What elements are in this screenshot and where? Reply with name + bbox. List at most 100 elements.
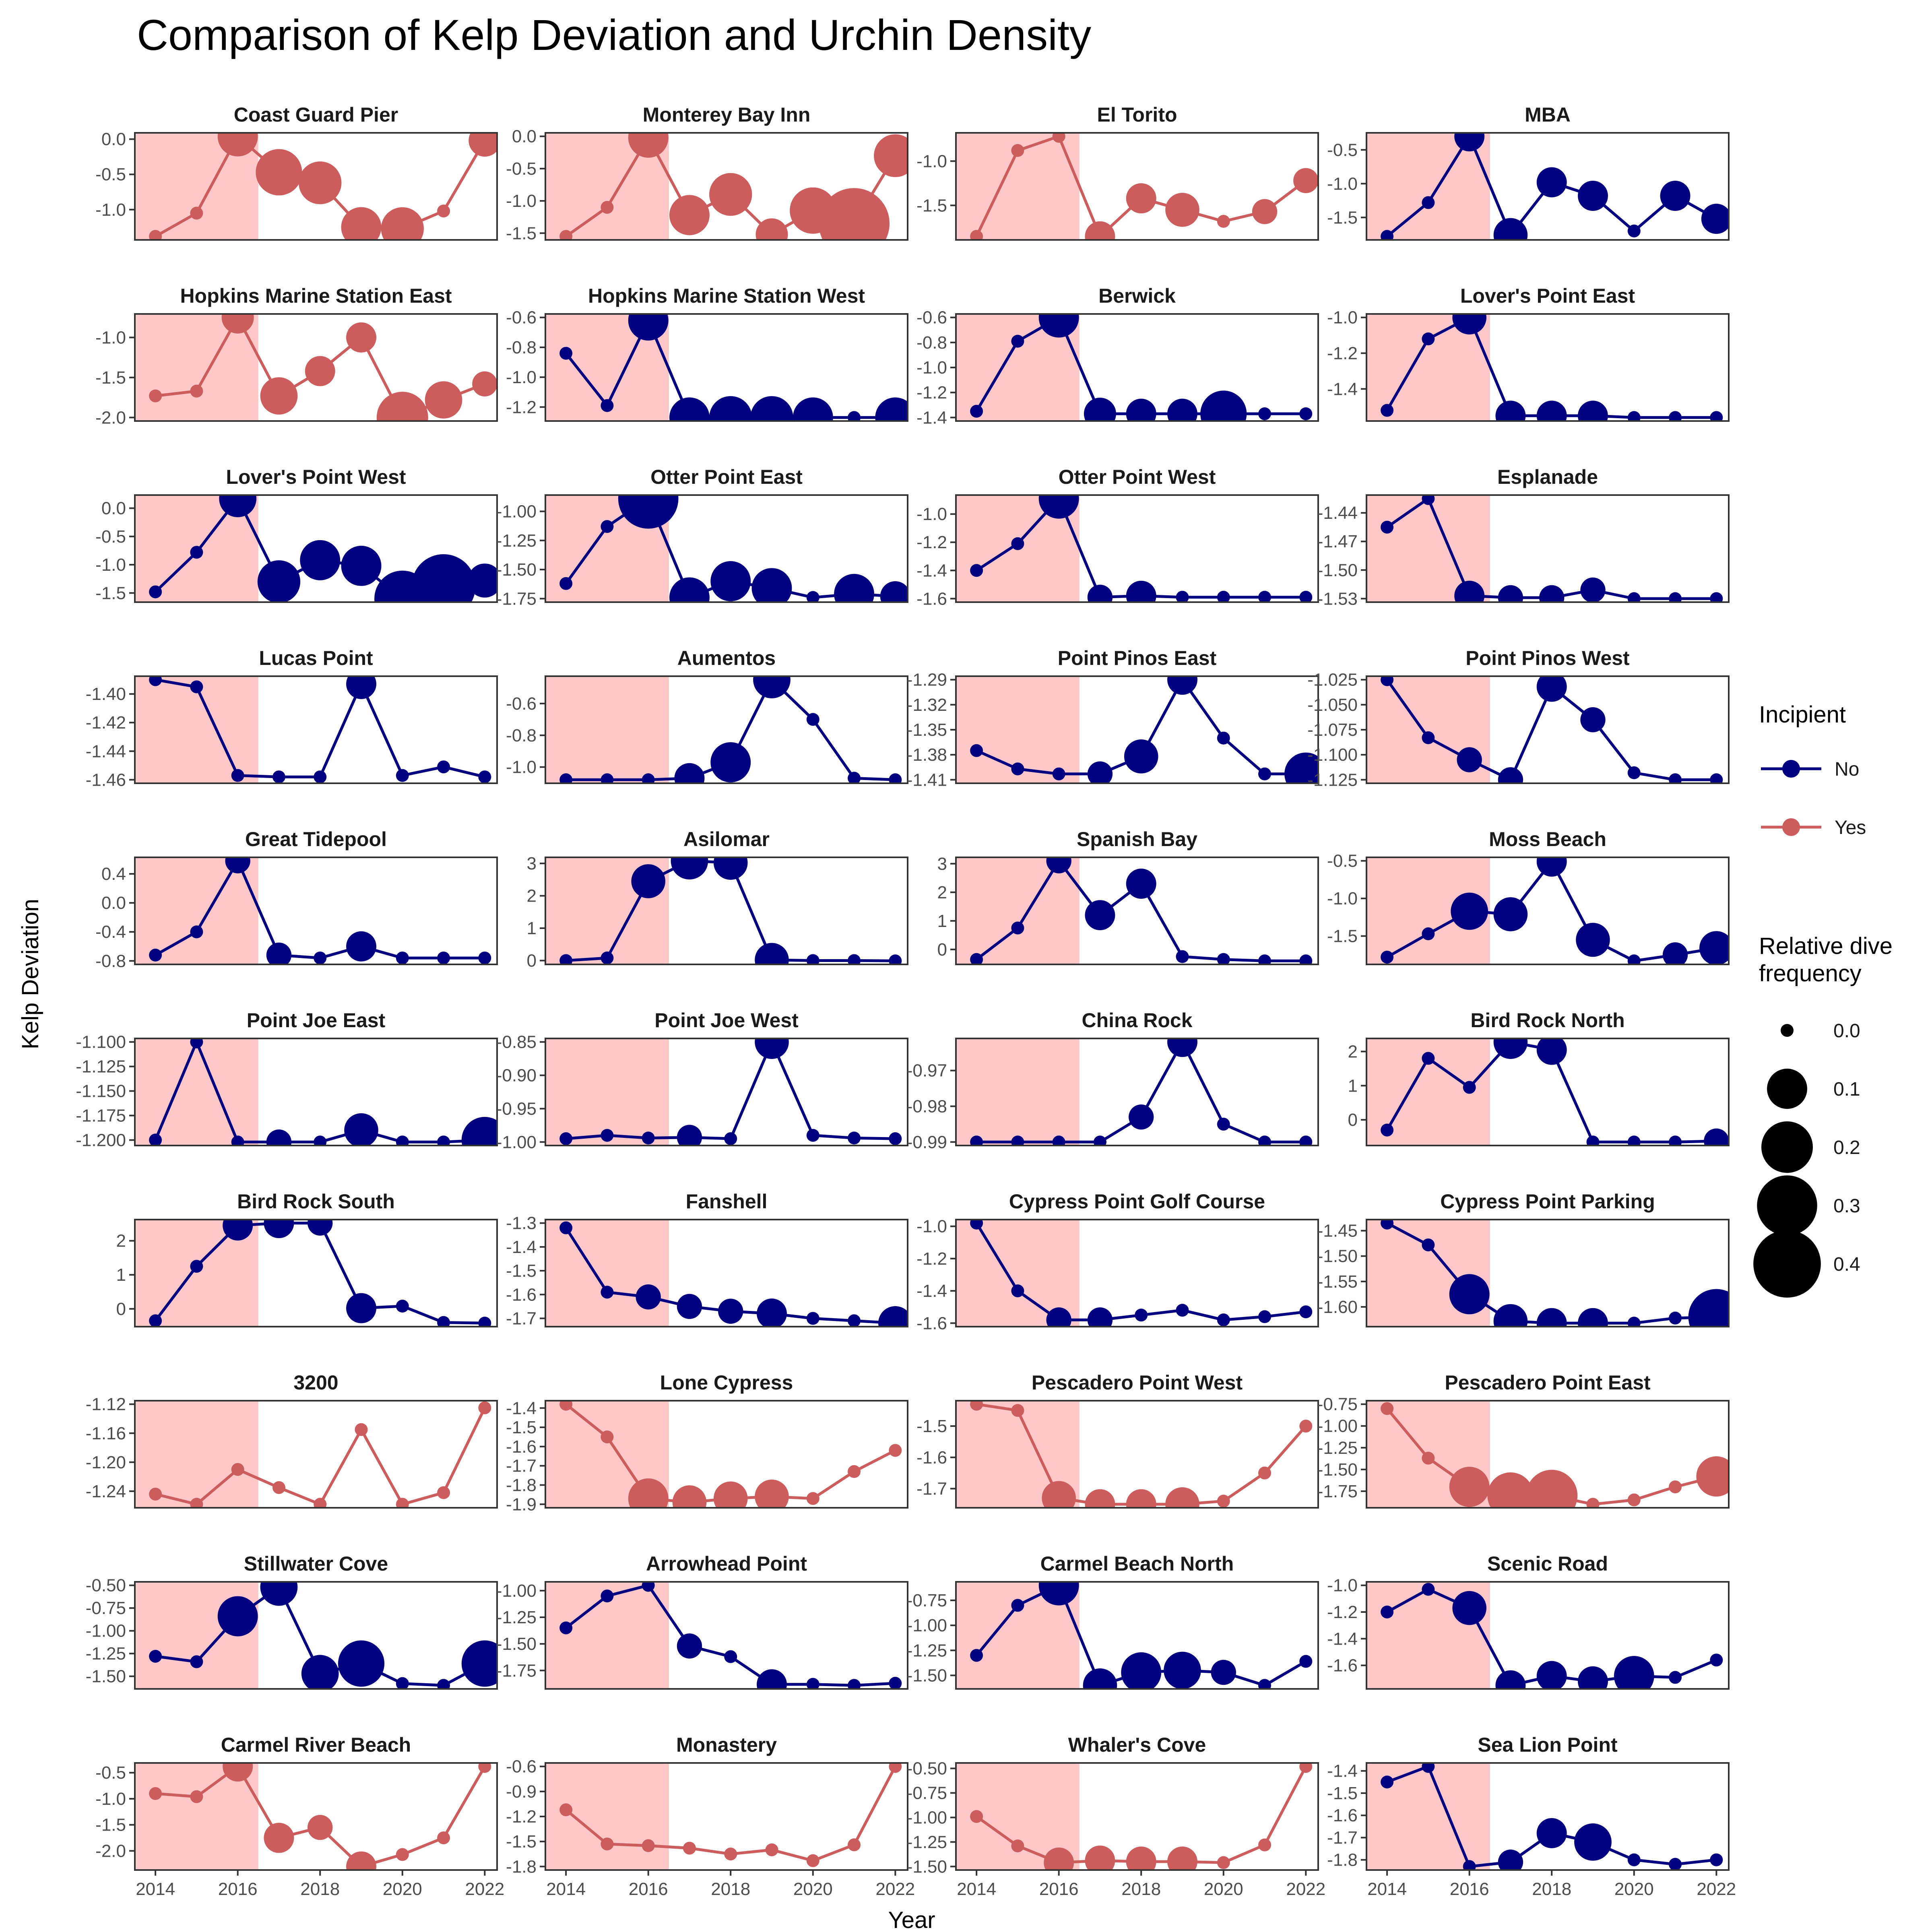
y-tick-label: -1.125: [1307, 770, 1358, 790]
panel-border: [1366, 1400, 1730, 1509]
x-tick-label: 2018: [300, 1879, 340, 1899]
data-point: [190, 1790, 203, 1803]
y-tick-label: -2.0: [95, 1841, 126, 1861]
panel-aumentos: Aumentos -0.6 -0.8 -1.0: [506, 647, 908, 784]
data-point: [1126, 869, 1156, 899]
shaded-period: [135, 1038, 258, 1146]
legend-size-point: [1767, 1069, 1807, 1109]
panel-title: Bird Rock South: [237, 1190, 395, 1213]
data-point: [1381, 520, 1394, 534]
panel-mba: MBA -0.5 -1.0 -1.5: [1327, 103, 1730, 241]
data-point: [1452, 314, 1486, 334]
data-point: [1038, 495, 1079, 519]
panel-title: Lone Cypress: [660, 1371, 793, 1394]
data-point: [217, 1596, 258, 1637]
y-tick-label: -1.4: [1327, 1629, 1358, 1649]
data-point: [755, 218, 788, 240]
panel-title: Carmel River Beach: [221, 1734, 411, 1756]
shaded-period: [545, 676, 669, 783]
y-tick-label: -1.100: [1307, 745, 1358, 765]
panel-border: [1366, 1219, 1730, 1327]
data-point: [346, 322, 376, 353]
y-tick-label: -1.50: [907, 1666, 947, 1685]
panel-title: Hopkins Marine Station East: [180, 285, 452, 307]
panel-pescadero-point-east: Pescadero Point East -0.75 -1.00-1.25-1.50…: [1317, 1371, 1730, 1509]
panel-scenic-road: Scenic Road -1.0 -1.2 -1.4 -1.6: [1327, 1552, 1730, 1690]
data-point: [806, 1312, 819, 1325]
data-point: [1217, 953, 1230, 964]
y-tick-label: 1: [116, 1265, 126, 1285]
y-tick-label: -1.50: [1317, 560, 1358, 580]
y-tick-label: -1.25: [496, 531, 537, 551]
y-tick-label: -1.4: [916, 561, 947, 580]
panel-lover-s-point-east: Lover's Point East -1.0 -1.2 -1.4: [1327, 285, 1730, 422]
data-point: [478, 1763, 491, 1773]
y-tick-label: -0.5: [1327, 851, 1358, 871]
y-tick-label: -0.8: [506, 338, 537, 357]
data-point: [1710, 592, 1723, 602]
y-tick-label: -1.0: [95, 328, 126, 347]
data-point: [1422, 1763, 1435, 1773]
y-tick-label: -1.8: [506, 1475, 537, 1495]
panel-esplanade: Esplanade -1.44 -1.47 -1.50 -1.53: [1317, 466, 1730, 609]
y-tick-label: -1.29: [907, 670, 947, 690]
y-tick-label: -1.2: [1327, 343, 1358, 363]
y-tick-label: 2: [527, 886, 537, 906]
y-tick-label: -1.53: [1317, 589, 1358, 609]
data-point: [1493, 897, 1528, 931]
legend-size-point: [1753, 1230, 1821, 1298]
panel-border: [545, 1581, 908, 1690]
data-point: [755, 1479, 789, 1508]
data-point: [346, 1851, 376, 1870]
y-tick-label: -1.75: [496, 1661, 537, 1680]
data-point: [266, 1129, 292, 1146]
data-point: [437, 1316, 450, 1327]
data-point: [713, 857, 748, 880]
y-tick-label: -1.44: [86, 741, 126, 761]
data-point: [190, 1498, 203, 1508]
y-tick-label: -0.8: [95, 951, 126, 971]
panel-title: Berwick: [1098, 285, 1176, 307]
panel-title: Fanshell: [686, 1190, 768, 1213]
data-point: [1422, 1451, 1435, 1465]
data-point: [669, 397, 710, 421]
data-point: [1052, 1135, 1065, 1146]
data-point: [1493, 1038, 1528, 1059]
panel-title: Lover's Point East: [1460, 285, 1635, 307]
panel-title: China Rock: [1082, 1009, 1192, 1032]
data-point: [1085, 900, 1115, 931]
x-tick-label: 2014: [546, 1879, 586, 1899]
data-point: [1495, 400, 1526, 421]
data-point: [889, 773, 902, 783]
data-point: [1299, 590, 1313, 602]
panel-carmel-beach-north: Carmel Beach North -0.75 -1.00 -1.25 -1.50: [907, 1552, 1319, 1690]
data-point: [437, 952, 450, 964]
y-tick-label: -1.25: [907, 1832, 947, 1852]
y-tick-label: 2: [937, 883, 947, 902]
y-tick-label: -1.7: [916, 1479, 947, 1499]
panel-title: Great Tidepool: [245, 828, 387, 850]
data-point: [1085, 1845, 1115, 1870]
y-axis-title: Kelp Deviation: [17, 899, 43, 1049]
panel-border: [545, 1038, 908, 1146]
panel-spanish-bay: Spanish Bay 3 2 1 0: [937, 828, 1319, 965]
data-point: [376, 392, 428, 421]
data-point: [889, 1677, 902, 1689]
y-tick-label: 0.0: [101, 499, 126, 518]
panel-cypress-point-golf-course: Cypress Point Golf Course -1.0 -1.2 -1.4 -1.…: [916, 1190, 1319, 1333]
x-tick-label: 2016: [218, 1879, 258, 1899]
x-tick-label: 2016: [629, 1879, 668, 1899]
panel-hopkins-marine-station-west: Hopkins Marine Station West -0.6 -0.8 -1.0 -…: [506, 285, 908, 422]
data-point: [1422, 1583, 1435, 1596]
y-tick-label: -1.00: [907, 1808, 947, 1827]
data-point: [1299, 1763, 1313, 1773]
data-point: [1167, 676, 1197, 695]
data-point: [1574, 1823, 1612, 1861]
panel-coast-guard-pier: Coast Guard Pier 0.0 -0.5 -1.0: [95, 103, 498, 241]
data-point: [1660, 181, 1690, 211]
data-point: [878, 1306, 908, 1327]
panel-title: Scenic Road: [1487, 1552, 1608, 1575]
y-tick-label: -0.98: [907, 1097, 947, 1117]
panel-asilomar: Asilomar 3 2 1 0: [527, 828, 908, 970]
y-tick-label: -1.3: [506, 1214, 537, 1233]
